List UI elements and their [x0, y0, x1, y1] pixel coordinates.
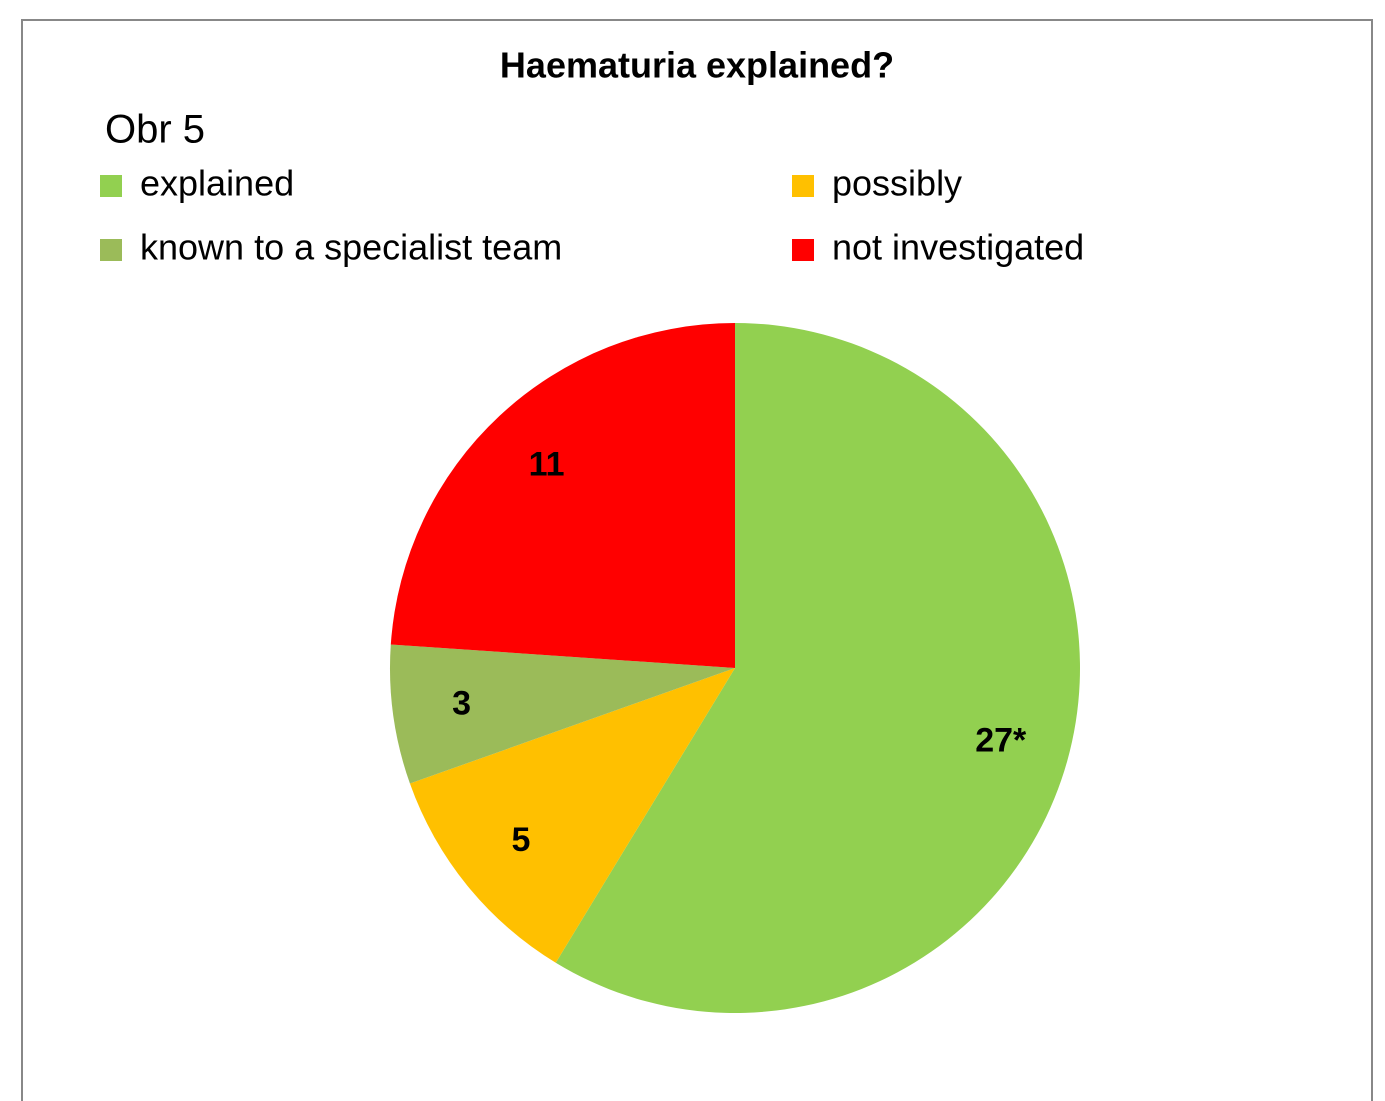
legend-label: explained — [140, 163, 294, 204]
legend-swatch — [100, 175, 122, 197]
legend-label: possibly — [832, 163, 962, 204]
chart-frame — [21, 19, 1373, 1101]
data-label: 3 — [452, 685, 471, 723]
legend-label: not investigated — [832, 227, 1084, 268]
pie-slice — [555, 323, 1080, 1013]
legend-swatch — [792, 239, 814, 261]
annotation: Obr 5 — [105, 108, 205, 152]
pie-slice — [390, 323, 735, 668]
data-label: 11 — [529, 445, 565, 483]
pie-slice — [389, 644, 735, 784]
chart-title: Haematuria explained? — [500, 45, 894, 86]
data-label: 5 — [511, 821, 530, 859]
legend-label: known to a specialist team — [140, 227, 562, 268]
data-label: 27* — [975, 721, 1027, 759]
pie-slice — [409, 668, 735, 963]
legend-swatch — [792, 175, 814, 197]
legend-swatch — [100, 239, 122, 261]
